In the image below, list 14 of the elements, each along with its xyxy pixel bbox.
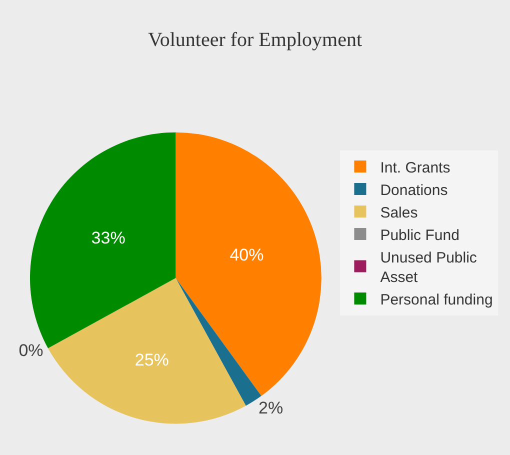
legend-label: Public Fund <box>380 226 460 244</box>
chart-title: Volunteer for Employment <box>148 28 362 51</box>
pie-slice <box>176 132 322 396</box>
data-label: 25% <box>134 350 169 370</box>
legend-label: Int. Grants <box>380 159 450 176</box>
legend-label: Personal funding <box>380 291 493 308</box>
legend-label: Donations <box>380 182 448 199</box>
legend-label: Sales <box>380 204 418 222</box>
data-label: 33% <box>91 228 126 248</box>
text: 0% <box>18 340 44 360</box>
legend-label: Unused Public Asset <box>380 249 478 286</box>
data-label: 40% <box>230 245 264 264</box>
pie-slice <box>48 278 246 424</box>
data-label: 2% <box>258 398 284 418</box>
